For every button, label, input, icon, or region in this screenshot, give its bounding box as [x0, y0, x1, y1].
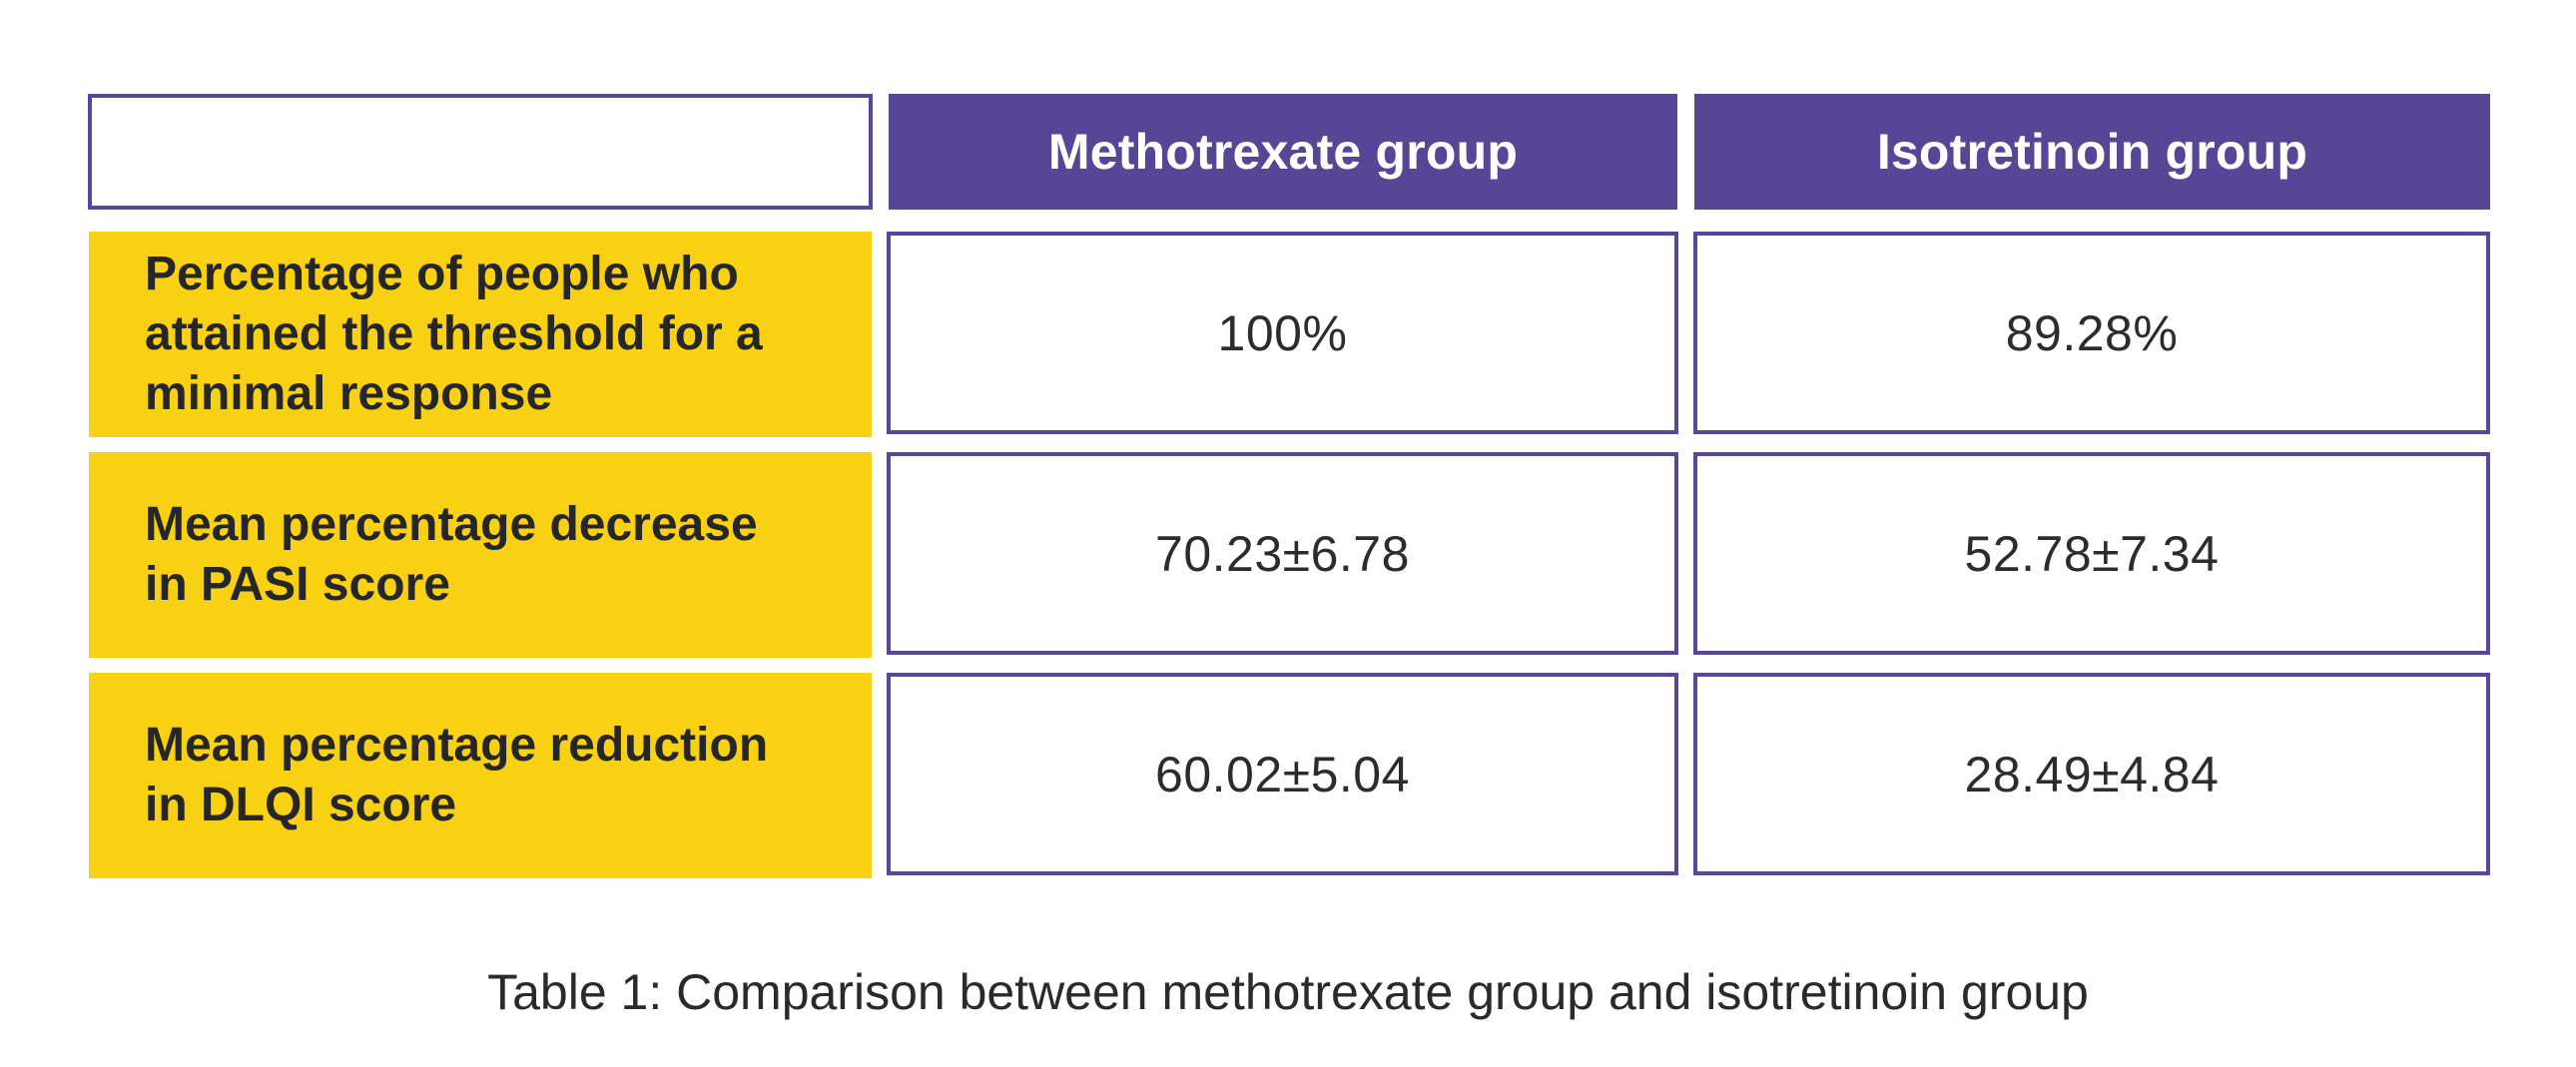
cell-isotretinoin-dlqi-reduction: 28.49±4.84	[1693, 673, 2490, 875]
cell-methotrexate-minimal-response: 100%	[887, 232, 1678, 434]
row-label-minimal-response: Percentage of people who attained the th…	[89, 232, 872, 437]
cell-methotrexate-pasi-decrease: 70.23±6.78	[887, 452, 1678, 655]
table-caption: Table 1: Comparison between methotrexate…	[487, 964, 2089, 1020]
cell-isotretinoin-minimal-response: 89.28%	[1693, 232, 2490, 434]
column-header-methotrexate: Methotrexate group	[889, 94, 1677, 210]
row-label-dlqi-reduction: Mean percentage reduction in DLQI score	[89, 673, 872, 878]
cell-isotretinoin-pasi-decrease: 52.78±7.34	[1693, 452, 2490, 655]
cell-methotrexate-dlqi-reduction: 60.02±5.04	[887, 673, 1678, 875]
table-corner-cell	[88, 94, 873, 210]
column-header-isotretinoin: Isotretinoin group	[1694, 94, 2490, 210]
row-label-pasi-decrease: Mean percentage decrease in PASI score	[89, 452, 872, 658]
